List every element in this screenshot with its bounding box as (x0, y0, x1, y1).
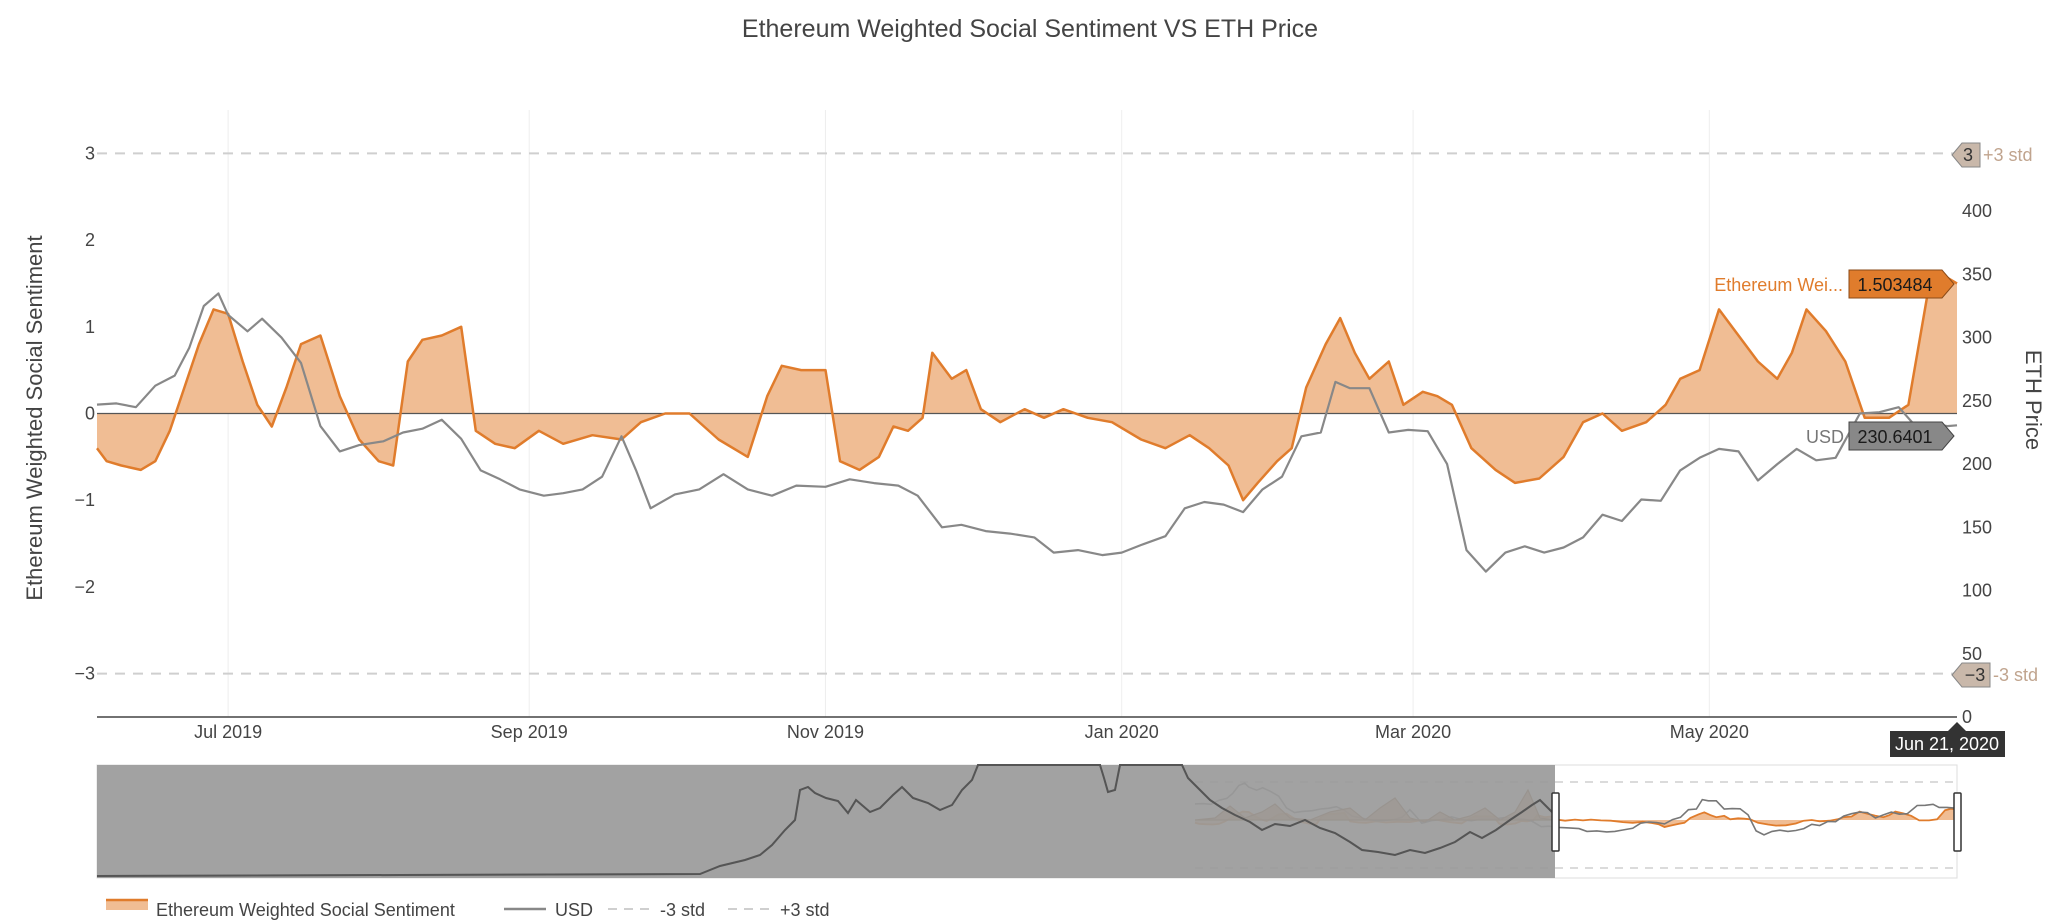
y-tick-label: 2 (85, 230, 95, 250)
plus-std-value: 3 (1963, 145, 1973, 165)
x-tick-label: Nov 2019 (787, 722, 864, 742)
minus-std-badge: −3 -3 std (1951, 662, 2038, 688)
y2-tick-label: 150 (1962, 517, 1992, 537)
y2-tick-label: 350 (1962, 264, 1992, 284)
price-hover-value: 230.6401 (1857, 427, 1932, 447)
x-tick-labels: Jul 2019 Sep 2019 Nov 2019 Jan 2020 Mar 2020… (194, 722, 1749, 742)
plus-std-label: +3 std (1983, 145, 2033, 165)
sentiment-hover-label: Ethereum Wei... 1.503484 (1714, 269, 1955, 299)
y-tick-label: 3 (85, 143, 95, 163)
y2-tick-label: 300 (1962, 328, 1992, 348)
legend-label-sentiment: Ethereum Weighted Social Sentiment (156, 900, 455, 920)
y2-tick-label: 0 (1962, 707, 1972, 727)
legend-item-plus-std[interactable]: +3 std (728, 900, 830, 920)
sentiment-hover-name: Ethereum Wei... (1714, 275, 1843, 295)
y2-tick-label: 400 (1962, 201, 1992, 221)
mini-sentiment-area (1195, 808, 1957, 827)
x-tick-label: Sep 2019 (491, 722, 568, 742)
date-hover-value: Jun 21, 2020 (1895, 734, 1999, 754)
y2-tick-label: 200 (1962, 454, 1992, 474)
x-tick-label: Jul 2019 (194, 722, 262, 742)
y2-tick-label: 100 (1962, 581, 1992, 601)
y-tick-label: 1 (85, 317, 95, 337)
range-slider[interactable] (96, 764, 1962, 879)
y-tick-label: −1 (74, 490, 95, 510)
sentiment-series (95, 273, 1958, 502)
legend-item-usd[interactable]: USD (504, 900, 593, 920)
legend-item-minus-std[interactable]: -3 std (608, 900, 705, 920)
range-slider-right-handle[interactable] (1953, 792, 1962, 852)
legend-item-sentiment[interactable]: Ethereum Weighted Social Sentiment (106, 898, 455, 920)
range-slider-left-handle[interactable] (1551, 792, 1560, 852)
y2-tick-label: 250 (1962, 391, 1992, 411)
y-axis-title: Ethereum Weighted Social Sentiment (22, 235, 47, 600)
y2-tick-labels: 0 50 100 150 200 250 300 350 400 (1962, 201, 1992, 727)
x-tick-label: Jan 2020 (1085, 722, 1159, 742)
minus-std-value: −3 (1965, 665, 1986, 685)
date-hover-label: Jun 21, 2020 (1890, 722, 2005, 757)
price-hover-label: USD 230.6401 (1806, 421, 1955, 451)
y-tick-label: −3 (74, 664, 95, 684)
range-slider-mask (97, 765, 1555, 878)
price-series (96, 292, 1958, 573)
legend-label-plus-std: +3 std (780, 900, 830, 920)
chart-title: Ethereum Weighted Social Sentiment VS ET… (742, 15, 1318, 43)
legend-label-minus-std: -3 std (660, 900, 705, 920)
price-hover-name: USD (1806, 427, 1844, 447)
sentiment-line (95, 273, 1958, 502)
y-tick-label: −2 (74, 577, 95, 597)
range-slider-history-overlay (96, 764, 1556, 877)
sentiment-area (97, 274, 1957, 501)
x-tick-label: Mar 2020 (1375, 722, 1451, 742)
y2-tick-label: 50 (1962, 644, 1982, 664)
sentiment-hover-value: 1.503484 (1857, 275, 1932, 295)
y2-axis-title: ETH Price (2021, 350, 2046, 450)
std-lines (97, 152, 1957, 675)
y-tick-label: 0 (85, 404, 95, 424)
legend-label-usd: USD (555, 900, 593, 920)
legend: Ethereum Weighted Social Sentiment USD -… (106, 898, 830, 920)
minus-std-label: -3 std (1993, 665, 2038, 685)
price-line (96, 292, 1958, 573)
y-tick-labels: 3 2 1 0 −1 −2 −3 (74, 143, 95, 683)
plus-std-badge: 3 +3 std (1951, 142, 2033, 168)
x-tick-label: May 2020 (1670, 722, 1749, 742)
